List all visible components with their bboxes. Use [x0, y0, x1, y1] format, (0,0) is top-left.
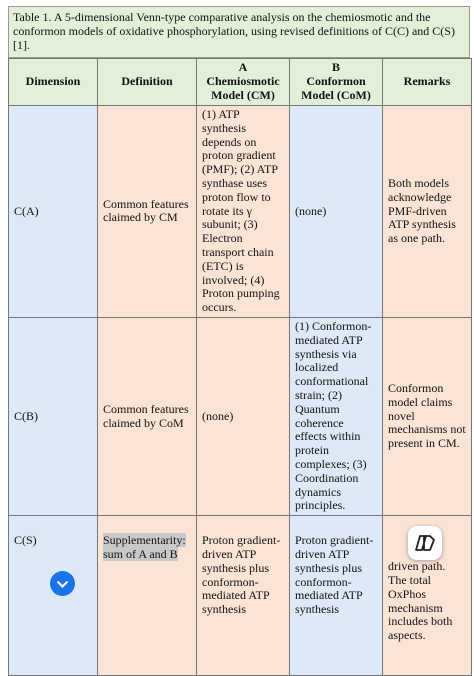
- header-cell: Remarks: [382, 58, 472, 106]
- cell-text: (none): [202, 408, 234, 423]
- cell-text: driven path. The total OxPhos mechanism …: [388, 559, 453, 643]
- table-cell: (1) Conformon-mediated ATP synthesis via…: [289, 316, 383, 517]
- page: Table 1. A 5-dimensional Venn-type compa…: [8, 6, 472, 676]
- copilot-button[interactable]: [408, 526, 442, 560]
- table-cell: Common features claimed by CM: [97, 105, 197, 318]
- header-cell: B Conformon Model (CoM): [289, 58, 383, 106]
- cell-text: Proton gradient-driven ATP synthesis plu…: [202, 533, 281, 617]
- cell-text: C(A): [14, 203, 39, 218]
- header-name: Chemiosmotic Model (CM): [206, 74, 280, 102]
- cell-text: Conformon model claims novel mechanisms …: [388, 381, 466, 451]
- table-cell: Proton gradient-driven ATP synthesis plu…: [289, 515, 383, 676]
- header-letter: B: [331, 60, 340, 75]
- table-cell: Supplementarity: sum of A and B: [97, 515, 197, 676]
- table-cell: Common features claimed by CoM: [97, 316, 197, 517]
- cell-text: Supplementarity: sum of A and B: [103, 533, 186, 561]
- header-letter: A: [238, 60, 248, 75]
- table-row: C(S) Supplementarity: sum of A and B Proto…: [8, 515, 472, 676]
- chevron-icon: [56, 580, 69, 589]
- cell-text: Both models acknowledge PMF-driven ATP s…: [388, 175, 456, 246]
- header-cell: Definition: [97, 58, 197, 106]
- table-row: C(B) Common features claimed by CoM (none)…: [8, 316, 472, 517]
- table-cell: C(A): [8, 105, 98, 318]
- cell-text: C(B): [14, 408, 38, 423]
- cell-text: Common features claimed by CM: [103, 196, 189, 225]
- table-cell: (1) ATP synthesis depends on proton grad…: [196, 105, 290, 318]
- table-row: C(A) Common features claimed by CM (1) ATP…: [8, 105, 472, 318]
- table-caption: Table 1. A 5-dimensional Venn-type compa…: [8, 6, 470, 58]
- cell-text: Common features claimed by CoM: [103, 401, 189, 430]
- cell-text: (1) ATP synthesis depends on proton grad…: [202, 107, 280, 315]
- table-cell: Proton gradient-driven ATP synthesis plu…: [196, 515, 290, 676]
- table-cell: C(B): [8, 316, 98, 517]
- cell-text: Proton gradient-driven ATP synthesis plu…: [295, 533, 374, 617]
- table: Dimension Definition A Chemiosmotic Model…: [8, 58, 472, 676]
- table-cell: Both models acknowledge PMF-driven ATP s…: [382, 105, 472, 318]
- header-cell: Dimension: [8, 58, 98, 106]
- table-cell: (none): [196, 316, 290, 517]
- table-cell: (none): [289, 105, 383, 318]
- copilot-icon: [415, 535, 435, 551]
- header-row: Dimension Definition A Chemiosmotic Model…: [8, 58, 472, 106]
- cell-text: (none): [295, 203, 327, 218]
- table-cell: Conformon model claims novel mechanisms …: [382, 316, 472, 517]
- scroll-button[interactable]: [50, 571, 75, 596]
- header-name: Conformon Model (CoM): [301, 74, 371, 102]
- header-cell: A Chemiosmotic Model (CM): [196, 58, 290, 106]
- cell-text: (1) Conformon-mediated ATP synthesis via…: [295, 318, 372, 513]
- cell-text: C(S): [14, 533, 37, 548]
